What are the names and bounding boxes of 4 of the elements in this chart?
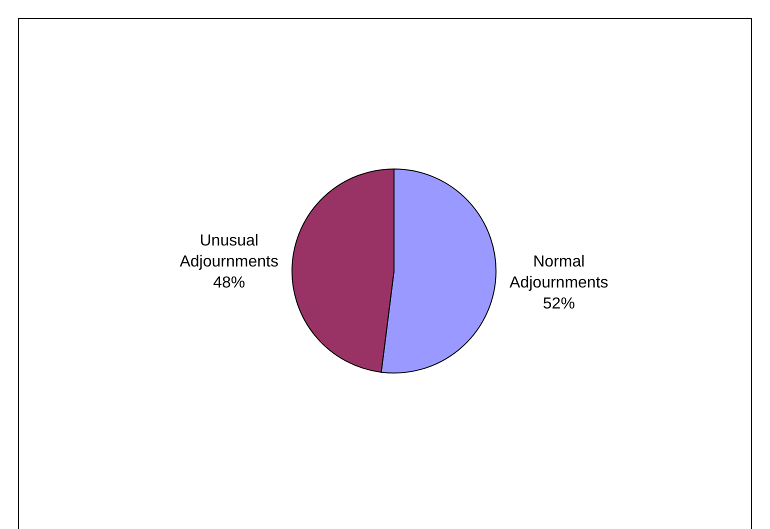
slice-label: Unusual Adjournments: [180, 232, 278, 271]
data-label: 48%: [213, 274, 246, 292]
data-label: 52%: [542, 295, 575, 312]
slice-label: Normal Adjournments: [510, 253, 608, 292]
